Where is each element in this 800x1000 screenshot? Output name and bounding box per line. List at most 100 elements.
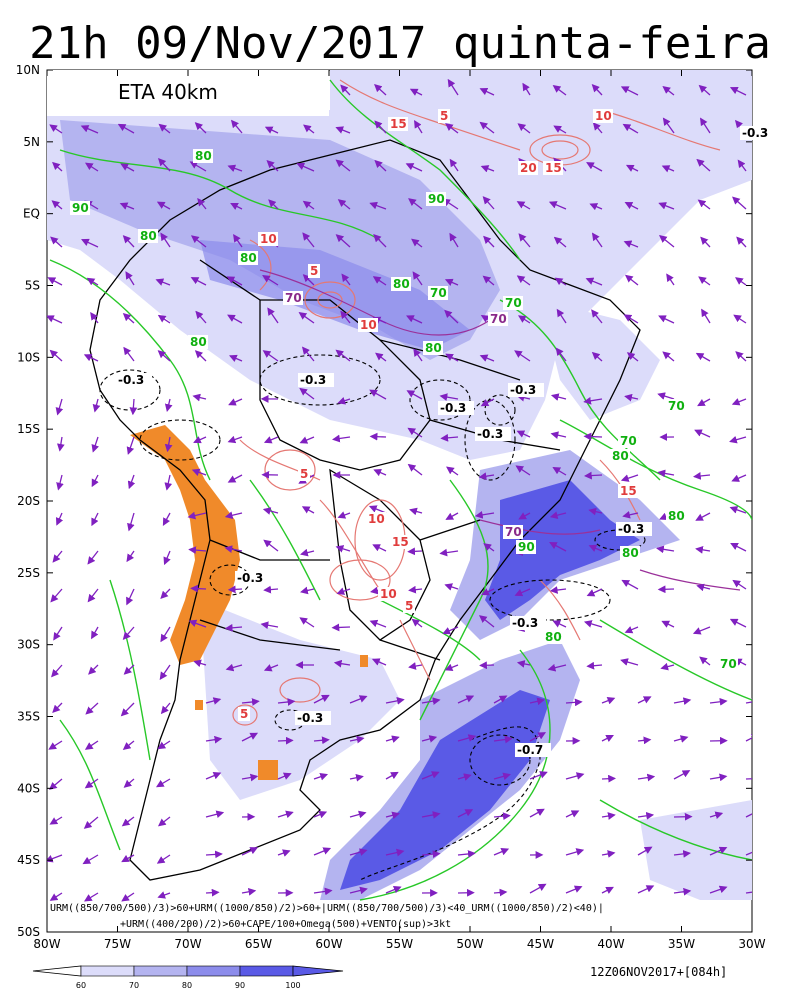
wind-arrow: [622, 123, 639, 134]
contour-label-bg: [366, 512, 386, 526]
wind-arrow: [159, 664, 171, 680]
wind-arrow: [442, 626, 459, 635]
wind-arrow: [623, 240, 639, 248]
contour-label-bg: [388, 117, 408, 131]
wind-arrow: [52, 161, 63, 172]
contour-label: 80: [195, 149, 212, 163]
wind-arrow: [155, 278, 171, 286]
wind-arrow: [91, 512, 99, 527]
contour-label: 70: [505, 525, 522, 539]
wind-arrow: [736, 236, 747, 248]
wind-arrow: [369, 619, 387, 628]
wind-arrow: [163, 550, 171, 566]
wind-arrow: [241, 847, 259, 856]
colorbar-segment: [186, 965, 241, 977]
wind-arrow: [368, 505, 387, 514]
lat-label: EQ: [23, 207, 40, 221]
wind-arrow: [227, 585, 243, 594]
contour-label: 15: [545, 161, 562, 175]
contour-label: 70: [620, 434, 637, 448]
wind-arrow: [408, 198, 423, 210]
contour-label: 15: [620, 484, 637, 498]
wind-arrow: [340, 84, 351, 96]
wind-arrow: [444, 278, 459, 286]
wind-arrow: [550, 431, 567, 439]
wind-arrow: [697, 398, 711, 407]
wind-arrow: [120, 163, 135, 172]
wind-arrow: [164, 474, 173, 491]
wind-arrow: [299, 617, 315, 628]
wind-arrow: [191, 468, 207, 477]
contour-label-bg: [138, 229, 158, 243]
wind-arrow: [457, 695, 475, 704]
contour-label: 80: [240, 251, 257, 265]
wind-arrow: [457, 850, 476, 858]
contour-label-bg: [295, 711, 331, 725]
wind-arrow: [277, 698, 296, 706]
wind-arrow: [518, 315, 531, 324]
wind-arrow: [385, 885, 402, 894]
wind-arrow: [588, 507, 603, 516]
wind-arrow: [552, 620, 567, 628]
wind-arrow: [637, 736, 652, 745]
lat-label: 30S: [17, 638, 40, 652]
wind-arrow: [241, 698, 260, 706]
wind-arrow: [661, 620, 675, 628]
lon-label: 55W: [386, 937, 413, 951]
wind-arrow: [49, 124, 63, 134]
wind-arrow: [190, 277, 207, 286]
wind-arrow: [49, 778, 63, 790]
contour-label-bg: [308, 264, 320, 278]
wind-arrow: [733, 314, 747, 324]
wind-arrow: [263, 664, 279, 672]
wind-arrow: [121, 854, 135, 863]
contour-label: 15: [390, 117, 407, 131]
wind-arrow: [514, 350, 531, 362]
contour-label: -0.3: [300, 373, 326, 387]
wind-arrow: [729, 435, 747, 444]
contour-label-bg: [503, 296, 523, 310]
wind-arrow: [55, 512, 64, 526]
contour-label-bg: [515, 743, 551, 757]
wind-arrow: [549, 511, 567, 519]
wind-arrow: [263, 585, 279, 594]
wind-arrow: [601, 735, 614, 742]
wind-arrow: [129, 398, 138, 416]
wind-arrow: [385, 735, 400, 743]
wind-arrow: [337, 397, 351, 405]
wind-arrow: [91, 436, 99, 453]
contour-label: 5: [405, 599, 413, 613]
wind-arrow: [483, 543, 495, 552]
wind-arrow: [624, 393, 639, 402]
wind-arrow: [745, 778, 752, 780]
wind-arrow: [121, 816, 135, 827]
wind-arrow: [529, 732, 547, 742]
wind-arrow: [745, 813, 752, 818]
contour-label: 90: [72, 201, 89, 215]
wind-arrow: [529, 883, 547, 894]
wind-arrow: [625, 164, 639, 172]
wind-arrow: [123, 664, 135, 675]
wind-arrow: [698, 276, 711, 286]
wind-arrow: [337, 511, 351, 519]
wind-arrow: [624, 626, 639, 634]
wind-arrow: [409, 88, 423, 96]
contour-label-bg: [403, 599, 415, 613]
wind-arrow: [409, 507, 423, 516]
wind-arrow: [160, 702, 171, 715]
contour-label: 5: [240, 707, 248, 721]
wind-arrow: [529, 808, 545, 818]
wind-arrow: [478, 472, 495, 481]
wind-arrow: [549, 586, 567, 594]
contour-label-bg: [616, 522, 652, 536]
wind-arrow: [515, 465, 531, 476]
wind-arrow: [620, 474, 639, 482]
contour-label-bg: [508, 383, 544, 397]
wind-arrow: [673, 735, 689, 743]
wind-arrow: [188, 546, 207, 554]
wind-arrow: [591, 84, 603, 96]
contour-label: -0.3: [742, 126, 768, 140]
wind-arrow: [457, 773, 472, 781]
wind-arrow: [735, 277, 747, 286]
wind-arrow: [457, 809, 474, 818]
